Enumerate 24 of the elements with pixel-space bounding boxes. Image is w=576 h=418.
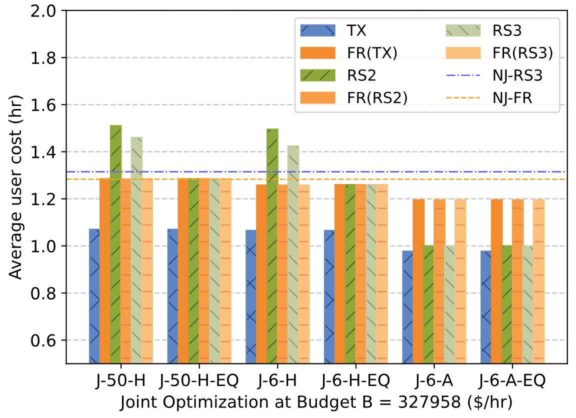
y-tick-label: 0.8 xyxy=(31,286,56,300)
y-tick-label: 1.2 xyxy=(32,192,55,206)
legend-label: FR(RS3) xyxy=(494,46,552,60)
y-axis-title: Average user cost (hr) xyxy=(8,96,24,280)
legend-label: TX xyxy=(346,24,366,36)
x-tick-label: J-6-A-EQ xyxy=(478,374,546,390)
x-tick-label: J-6-H-EQ xyxy=(320,374,390,390)
y-tick-label: 1.8 xyxy=(32,52,56,64)
x-axis-title: Joint Optimization at Budget B = 327958 ($/hr) xyxy=(119,395,512,412)
x-tick-label: J-6-H xyxy=(257,374,296,390)
y-tick-label: 1.4 xyxy=(32,146,56,158)
y-tick-label: 2.0 xyxy=(31,4,56,18)
legend-label: NJ-RS3 xyxy=(494,69,542,84)
legend-label: NJ-FR xyxy=(494,92,532,106)
legend-label: FR(TX) xyxy=(348,46,397,60)
legend-label: FR(RS2) xyxy=(348,91,407,106)
x-tick-label: J-50-H-EQ xyxy=(158,374,238,390)
x-tick-label: J-6-A xyxy=(414,374,454,390)
x-tick-label: J-50-H xyxy=(95,374,144,390)
y-tick-label: 0.6 xyxy=(31,334,56,347)
legend-label: RS3 xyxy=(494,24,522,36)
y-tick-label: 1.6 xyxy=(32,98,56,112)
y-tick-label: 1.0 xyxy=(32,240,56,252)
legend-label: RS2 xyxy=(348,69,376,81)
